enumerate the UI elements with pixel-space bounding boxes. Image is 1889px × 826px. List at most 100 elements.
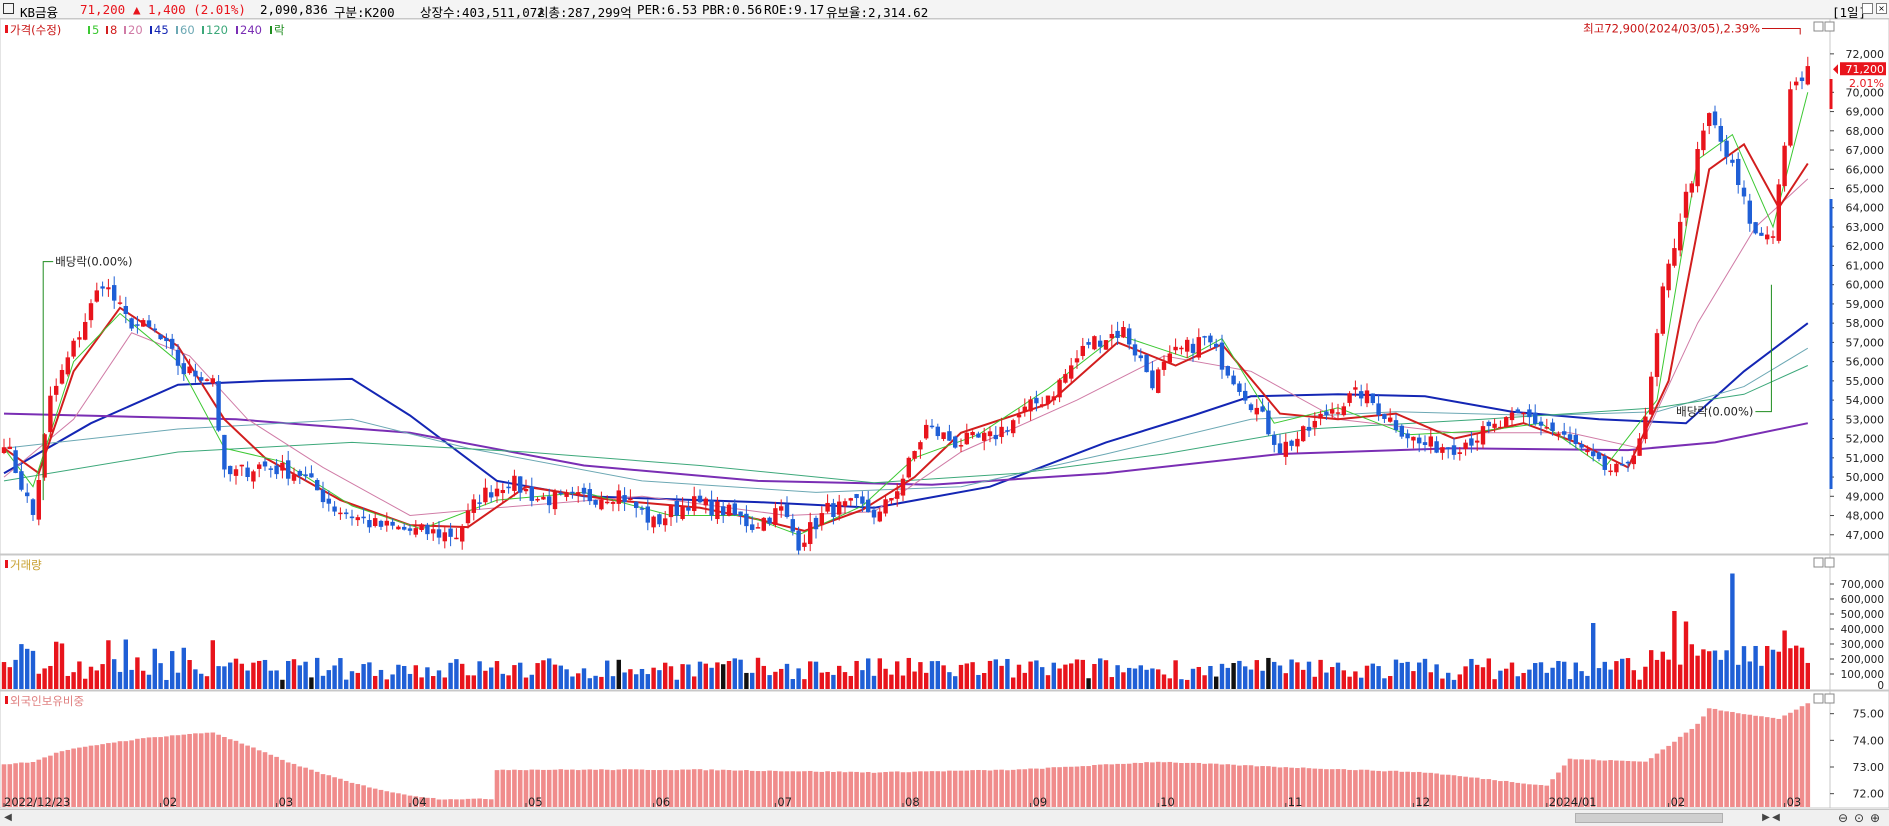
foreign-bar	[697, 769, 703, 807]
volume-bar	[222, 666, 227, 689]
volume-bar	[1562, 661, 1567, 689]
stock-holding: 유보율:2,314.62	[826, 5, 929, 20]
foreign-bar	[1341, 769, 1347, 807]
price-panel-controls[interactable]	[1813, 21, 1835, 32]
volume-bar	[187, 660, 192, 689]
foreign-bar	[1631, 761, 1637, 807]
foreign-bar	[1347, 769, 1352, 807]
volume-bar	[309, 677, 314, 689]
volume-bar	[315, 657, 320, 689]
volume-bar	[651, 667, 656, 689]
volume-bar	[88, 666, 94, 689]
volume-bar	[1475, 664, 1480, 689]
foreign-bar	[1167, 761, 1173, 807]
foreign-bar	[981, 770, 987, 807]
candle-body	[1591, 451, 1596, 457]
volume-bar	[935, 661, 940, 689]
zoom-in-icon[interactable]: ⊕	[1870, 811, 1881, 825]
candle-body	[94, 290, 99, 302]
foreign-bar	[1486, 779, 1492, 807]
zoom-out-icon[interactable]: ⊖	[1838, 811, 1849, 825]
foreign-bar	[1358, 769, 1364, 807]
scroll-thumb[interactable]	[1575, 813, 1723, 823]
candle-body	[1527, 409, 1532, 418]
candle-body	[1150, 370, 1155, 389]
candle-body	[692, 496, 697, 512]
candle-body	[1248, 404, 1254, 411]
foreign-bar	[314, 771, 320, 807]
stock-name[interactable]: KB금융	[20, 5, 59, 20]
candle-body	[1475, 440, 1480, 443]
volume-bar	[1480, 667, 1486, 689]
current-price-label: 71,200	[1846, 63, 1885, 76]
foreign-bar	[1689, 728, 1695, 807]
foreign-bar	[477, 798, 482, 807]
foreign-bar	[941, 771, 946, 807]
foreign-bar	[413, 796, 419, 807]
volume-bar	[1335, 662, 1341, 689]
foreign-bar	[900, 772, 906, 807]
volume-bar	[900, 675, 906, 689]
stock-price: 71,200	[80, 2, 126, 17]
candle-body	[123, 305, 128, 314]
candle-body	[1370, 393, 1375, 404]
volume-bar	[1301, 669, 1306, 689]
volume-bar	[297, 665, 302, 689]
volume-bar	[141, 670, 146, 689]
foreign-bar	[645, 769, 651, 807]
foreign-bar	[796, 771, 801, 807]
candle-body	[309, 473, 314, 478]
volume-bar	[1167, 678, 1172, 689]
candle-body	[1190, 343, 1196, 353]
foreign-bar	[1370, 770, 1376, 807]
volume-bar	[1782, 630, 1787, 689]
close-button[interactable]: ×	[1876, 3, 1887, 14]
zoom-reset-icon[interactable]: ⊙	[1854, 811, 1865, 825]
foreign-bar	[100, 744, 105, 807]
foreign-bar	[1010, 769, 1016, 807]
volume-bar	[726, 660, 732, 689]
foreign-bar	[169, 735, 175, 807]
candle-body	[1272, 434, 1277, 445]
foreign-bar	[1411, 772, 1416, 807]
foreign-panel-label: 외국인보유비중	[10, 694, 84, 708]
foreign-bar	[1126, 763, 1132, 807]
foreign-bar	[506, 770, 511, 807]
volume-bar	[558, 665, 563, 689]
volume-bar	[257, 660, 262, 689]
foreign-bar	[1184, 762, 1190, 807]
foreign-bar	[923, 771, 929, 807]
legend-swatch	[202, 26, 204, 34]
foreign-bar	[668, 770, 674, 807]
stock-chart[interactable]: 47,000 48,000 49,000 50,000 51,000 52,000 53,0…	[0, 19, 1889, 809]
volume-bar	[239, 663, 244, 689]
candle-body	[378, 520, 384, 527]
scroll-left-icon[interactable]: ◀	[4, 812, 12, 823]
volume-bar	[402, 665, 407, 689]
foreign-bar	[419, 797, 424, 807]
candle-body	[1550, 422, 1555, 431]
date-label: 02	[1671, 795, 1686, 809]
foreign-bar	[24, 762, 30, 807]
chart-scrollbar[interactable]: ◀ ▶ ◀ ⊖ ⊙ ⊕	[0, 809, 1889, 826]
candle-body	[320, 489, 326, 503]
candle-body	[48, 395, 53, 433]
scroll-left2-icon[interactable]: ◀	[1772, 812, 1780, 823]
volume-bar	[1156, 669, 1161, 689]
foreign-bar	[1747, 714, 1753, 807]
volume-bar	[628, 669, 633, 689]
volume-bar	[674, 679, 679, 689]
period-selector[interactable]: [1일]	[1832, 5, 1867, 20]
volume-bar	[761, 665, 766, 689]
foreign-bar	[227, 739, 233, 807]
minimize-button[interactable]	[1862, 3, 1873, 14]
volume-bar	[181, 647, 186, 689]
foreign-bar	[1677, 736, 1683, 807]
candle-body	[993, 434, 998, 440]
date-label: 10	[1160, 795, 1175, 809]
foreign-bar	[587, 769, 593, 807]
volume-bar	[1486, 658, 1491, 689]
scroll-right-icon[interactable]: ▶	[1762, 812, 1770, 823]
candle-body	[199, 377, 204, 381]
foreign-bar	[1556, 772, 1561, 807]
